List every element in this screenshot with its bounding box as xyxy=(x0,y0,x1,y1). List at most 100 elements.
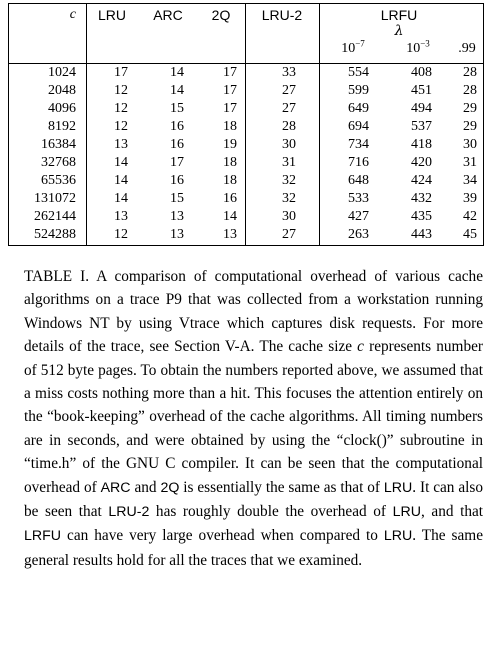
table-cell-l2: 451 xyxy=(411,83,432,98)
table-cell-twoq: 13 xyxy=(223,227,237,242)
table-cell-c: 65536 xyxy=(41,173,76,188)
table-cell-twoq: 19 xyxy=(223,137,237,152)
table-cell-c: 524288 xyxy=(34,227,76,242)
table-cell-l2: 408 xyxy=(411,65,432,80)
table-cell-l3: 29 xyxy=(463,101,477,116)
header-2q: 2Q xyxy=(211,7,231,23)
caption-label: TABLE I. xyxy=(24,268,90,285)
header-c: c xyxy=(69,7,76,22)
table-cell-l3: 30 xyxy=(463,137,477,152)
table-top-rule xyxy=(8,3,484,4)
table-cell-c: 8192 xyxy=(48,119,76,134)
table-cell-lru2: 27 xyxy=(282,227,296,242)
table-cell-l1: 648 xyxy=(348,173,369,188)
table-cell-twoq: 18 xyxy=(223,173,237,188)
table-caption: TABLE I. A comparison of computational o… xyxy=(24,268,484,569)
table-cell-c: 262144 xyxy=(34,209,76,224)
table-cell-l2: 418 xyxy=(411,137,432,152)
table-cell-l3: 28 xyxy=(463,65,477,80)
table-cell-lru2: 31 xyxy=(282,155,296,170)
table-cell-lru2: 28 xyxy=(282,119,296,134)
table-cell-l3: 29 xyxy=(463,119,477,134)
table-cell-lru2: 32 xyxy=(282,191,296,206)
table-cell-lru2: 27 xyxy=(282,83,296,98)
table-cell-arc: 16 xyxy=(170,173,184,188)
table-cell-l1: 533 xyxy=(348,191,369,206)
table-rule-after-c xyxy=(86,3,87,246)
table-header-rule xyxy=(8,63,484,64)
table-cell-arc: 15 xyxy=(170,191,184,206)
table-cell-twoq: 17 xyxy=(223,101,237,116)
table-rule-after-lru2 xyxy=(319,3,320,246)
table-cell-l1: 734 xyxy=(348,137,369,152)
table-cell-lru: 14 xyxy=(114,191,128,206)
table-cell-l3: 39 xyxy=(463,191,477,206)
table-cell-lru: 13 xyxy=(114,209,128,224)
table-cell-lru2: 27 xyxy=(282,101,296,116)
table-cell-l2: 432 xyxy=(411,191,432,206)
table-cell-l3: 42 xyxy=(463,209,477,224)
table-cell-l2: 435 xyxy=(411,209,432,224)
table-cell-c: 1024 xyxy=(48,65,76,80)
table-cell-l3: 45 xyxy=(463,227,477,242)
header-arc: ARC xyxy=(153,7,183,23)
table-cell-lru: 12 xyxy=(114,101,128,116)
table-cell-l2: 424 xyxy=(411,173,432,188)
table-cell-c: 2048 xyxy=(48,83,76,98)
header-lambda-1e-3: 10−3 xyxy=(406,38,430,56)
table-cell-l2: 420 xyxy=(411,155,432,170)
table-right-rule xyxy=(483,3,484,246)
table-cell-l2: 494 xyxy=(411,101,432,116)
table-cell-arc: 13 xyxy=(170,227,184,242)
table-bottom-rule xyxy=(8,245,484,246)
table-cell-arc: 16 xyxy=(170,119,184,134)
table-cell-l3: 34 xyxy=(463,173,477,188)
table-cell-lru: 14 xyxy=(114,155,128,170)
table-cell-lru2: 30 xyxy=(282,137,296,152)
table-cell-twoq: 17 xyxy=(223,65,237,80)
table-cell-twoq: 16 xyxy=(223,191,237,206)
table-cell-c: 32768 xyxy=(41,155,76,170)
table-cell-l1: 599 xyxy=(348,83,369,98)
table-cell-l2: 443 xyxy=(411,227,432,242)
table-cell-lru: 17 xyxy=(114,65,128,80)
table-cell-twoq: 14 xyxy=(223,209,237,224)
table-rule-after-2q xyxy=(245,3,246,246)
header-lru2: LRU-2 xyxy=(261,7,303,23)
header-lru: LRU xyxy=(97,7,126,23)
table-cell-arc: 14 xyxy=(170,83,184,98)
table-cell-c: 16384 xyxy=(41,137,76,152)
table-cell-l1: 716 xyxy=(348,155,369,170)
header-lambda-1e-7: 10−7 xyxy=(341,38,365,56)
table-cell-l3: 28 xyxy=(463,83,477,98)
table-cell-lru2: 32 xyxy=(282,173,296,188)
table-cell-l1: 694 xyxy=(348,119,369,134)
header-lambda: λ xyxy=(394,23,404,39)
table-cell-arc: 14 xyxy=(170,65,184,80)
table-cell-l1: 554 xyxy=(348,65,369,80)
table-cell-c: 4096 xyxy=(48,101,76,116)
header-lambda-099: .99 xyxy=(458,41,476,56)
table-cell-lru2: 33 xyxy=(282,65,296,80)
table-cell-arc: 16 xyxy=(170,137,184,152)
caption-cache-size-symbol: c xyxy=(357,338,364,356)
table-cell-lru2: 30 xyxy=(282,209,296,224)
table-cell-lru: 12 xyxy=(114,227,128,242)
table-cell-l1: 263 xyxy=(348,227,369,242)
table-cell-l2: 537 xyxy=(411,119,432,134)
table-cell-twoq: 18 xyxy=(223,119,237,134)
table-left-rule xyxy=(8,3,9,246)
header-lrfu: LRFU xyxy=(380,7,418,23)
table-cell-l3: 31 xyxy=(463,155,477,170)
table-cell-twoq: 17 xyxy=(223,83,237,98)
table-cell-l1: 427 xyxy=(348,209,369,224)
table-cell-arc: 13 xyxy=(170,209,184,224)
table-cell-arc: 15 xyxy=(170,101,184,116)
table-cell-l1: 649 xyxy=(348,101,369,116)
table-cell-arc: 17 xyxy=(170,155,184,170)
table-cell-lru: 12 xyxy=(114,83,128,98)
table-cell-lru: 12 xyxy=(114,119,128,134)
table-cell-lru: 13 xyxy=(114,137,128,152)
overhead-table: c LRU ARC 2Q LRU-2 LRFU λ 10−7 10−3 .99 … xyxy=(8,3,484,246)
